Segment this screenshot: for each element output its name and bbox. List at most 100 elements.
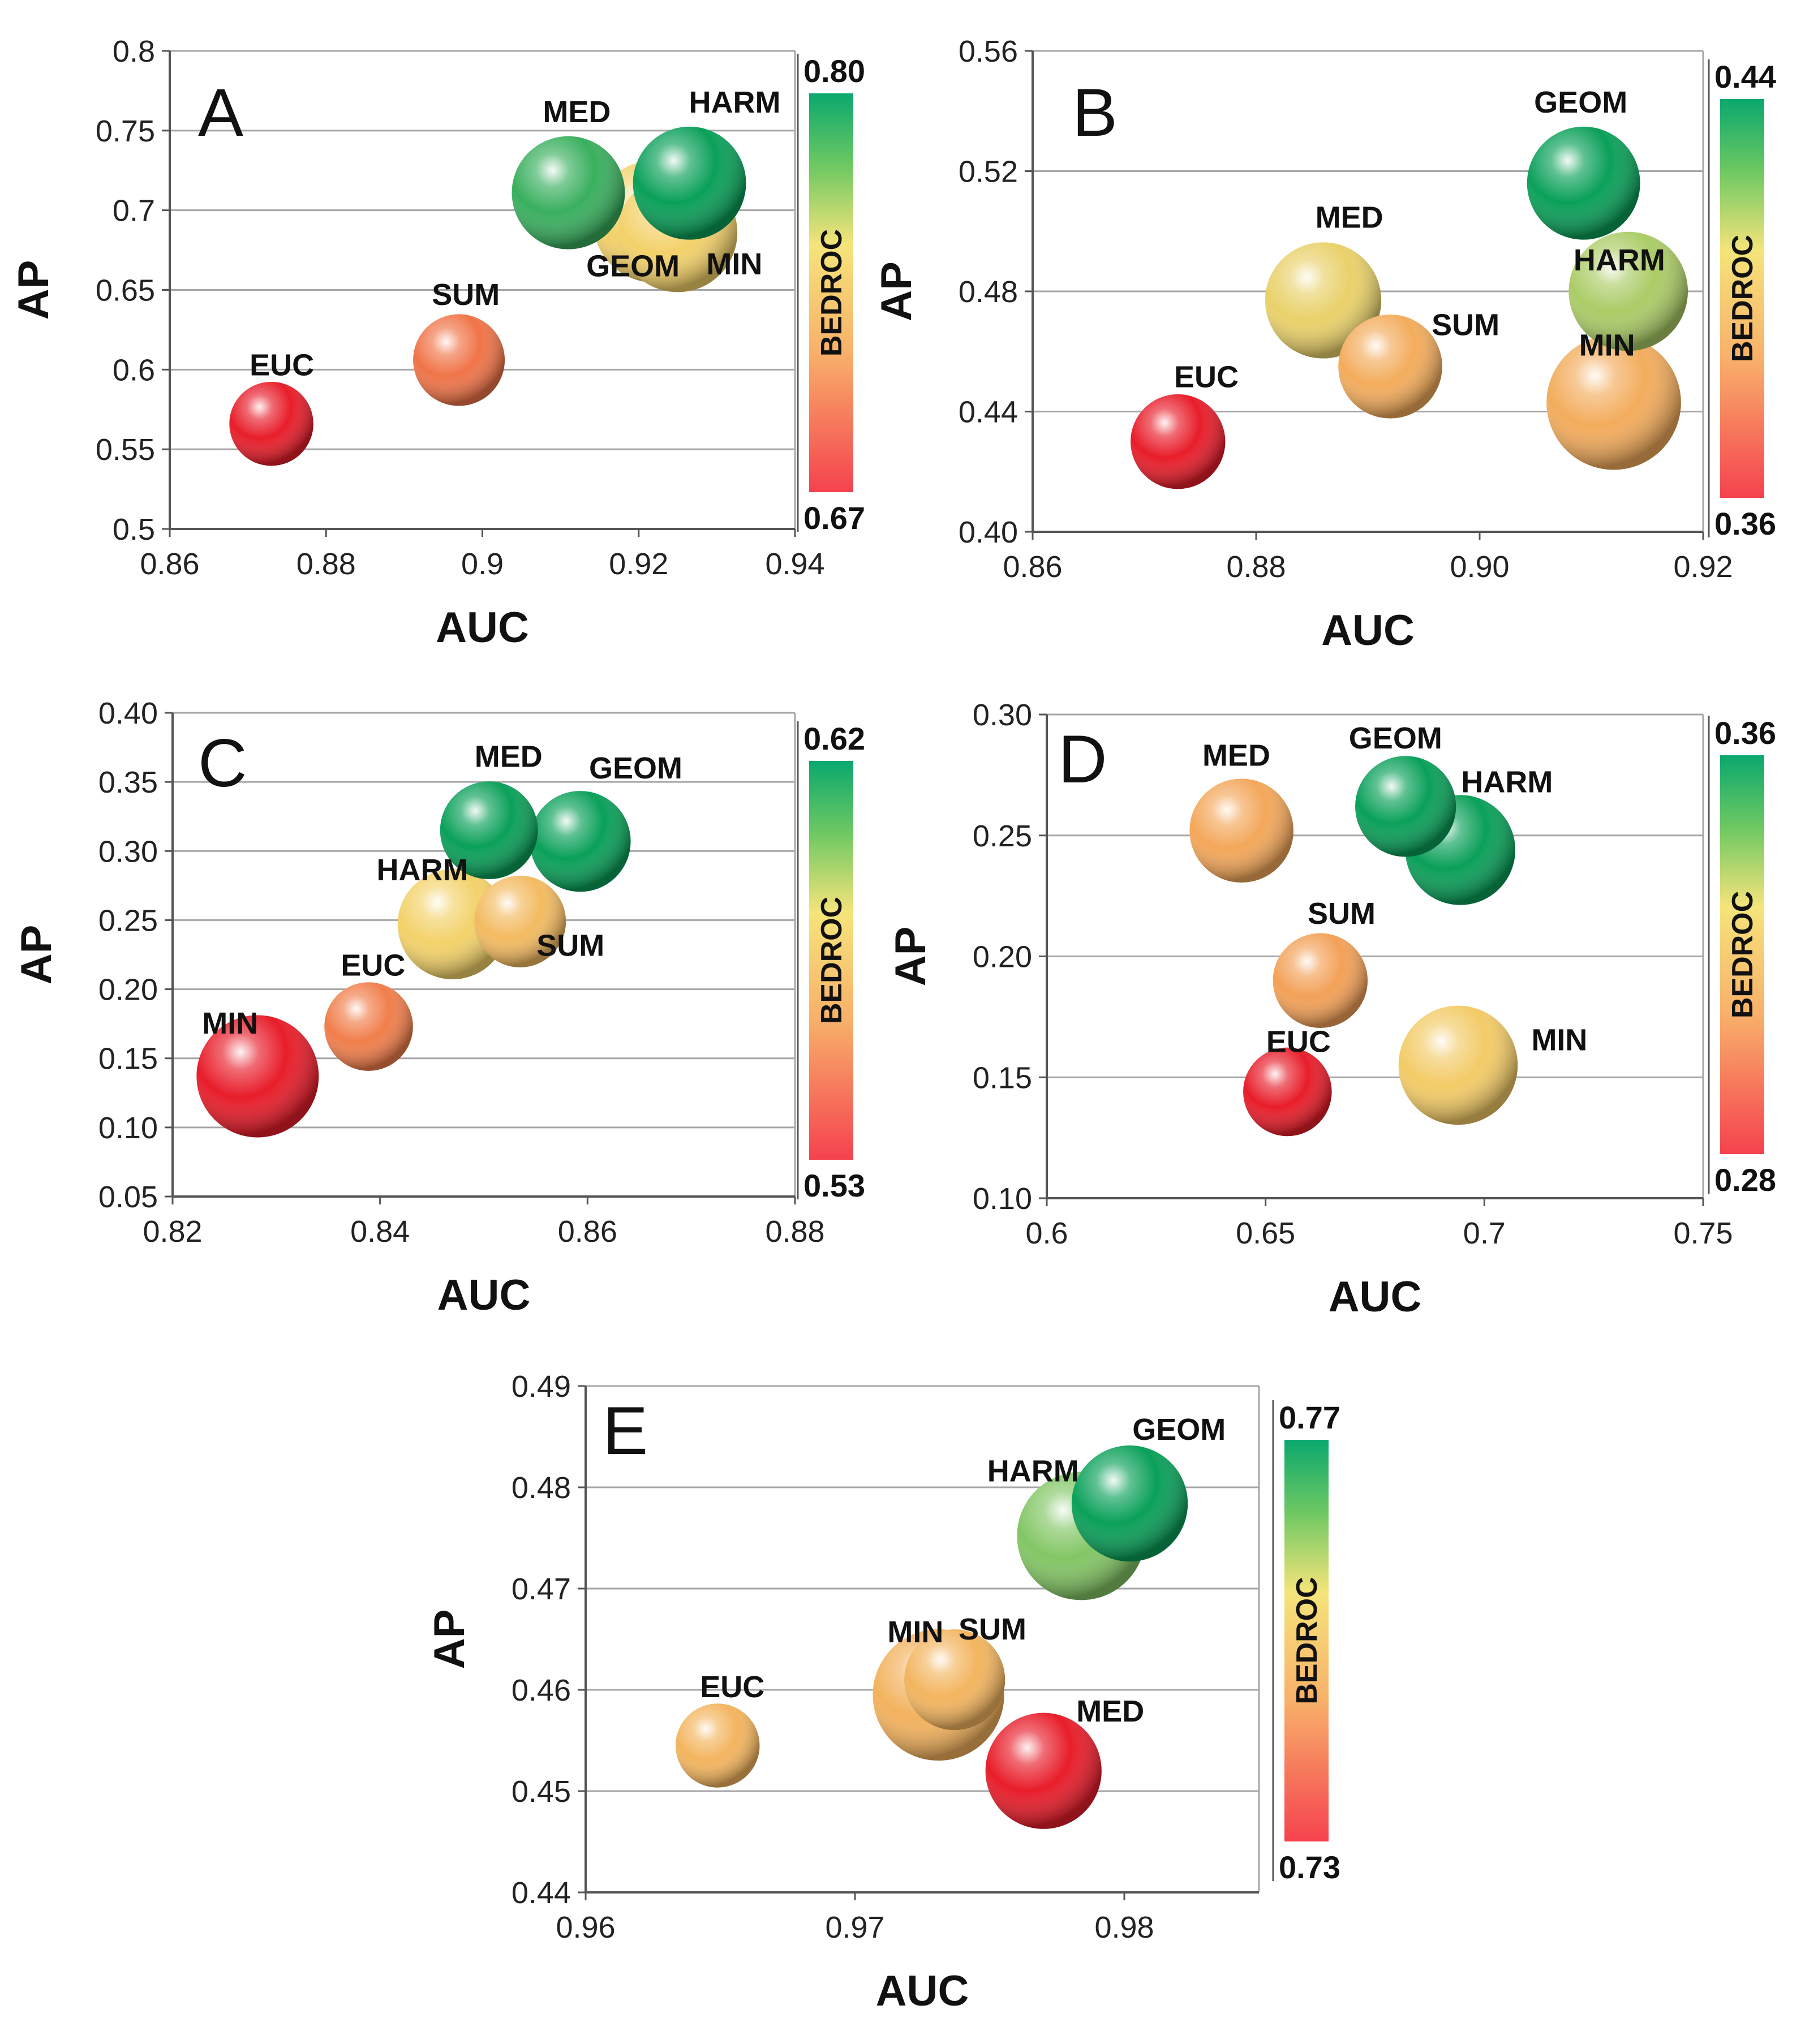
y-tick-label: 0.35: [98, 765, 158, 799]
y-tick-label: 0.10: [98, 1111, 158, 1145]
y-tick-label: 0.15: [973, 1061, 1032, 1095]
colorbar-title: BEDROC: [1726, 891, 1759, 1018]
y-axis-title: AP: [873, 261, 921, 321]
x-tick-label: 0.98: [1094, 1910, 1154, 1944]
bubble-label: GEOM: [586, 249, 680, 283]
x-axis-title: AUC: [437, 1271, 531, 1319]
colorbar-gradient: [1284, 1440, 1329, 1841]
bubble-euc: [675, 1703, 760, 1788]
bubble-highlight: [1189, 778, 1293, 883]
x-tick-label: 0.7: [1463, 1216, 1506, 1250]
bubble-label: EUC: [250, 348, 314, 382]
bubble-highlight: [1243, 1047, 1332, 1137]
bubble-label: MED: [1316, 201, 1383, 235]
y-tick-label: 0.25: [98, 903, 158, 937]
bubble-harm: [397, 869, 508, 979]
bubble-label: SUM: [432, 278, 500, 312]
bubble-label: GEOM: [1534, 85, 1627, 119]
bubble-med: [1189, 778, 1293, 883]
x-tick-label: 0.88: [296, 547, 356, 581]
x-tick-label: 0.88: [765, 1215, 824, 1249]
x-tick-label: 0.84: [350, 1215, 410, 1249]
panel-letter: A: [198, 75, 243, 150]
bubble-label: EUC: [1266, 1025, 1331, 1058]
colorbar: 0.36 0.28 BEDROC: [1708, 715, 1776, 1198]
bubble-label: SUM: [1432, 308, 1499, 342]
y-tick-label: 0.20: [973, 940, 1032, 974]
bubble-highlight: [633, 126, 746, 240]
bubble-label: MIN: [1579, 328, 1635, 362]
bubble-label: GEOM: [589, 751, 682, 785]
y-tick-label: 0.8: [113, 35, 155, 68]
bubble-med: [440, 781, 538, 880]
y-tick-label: 0.47: [512, 1572, 571, 1606]
bubble-highlight: [512, 136, 625, 249]
panel-letter: E: [603, 1393, 648, 1469]
bubble-highlight: [1355, 756, 1456, 857]
y-tick-label: 0.48: [959, 275, 1018, 309]
y-axis-title: AP: [10, 260, 58, 320]
bubble-highlight: [1398, 1005, 1518, 1125]
colorbar-max-label: 0.36: [1714, 715, 1776, 751]
colorbar-gradient: [809, 93, 853, 492]
y-tick-label: 0.5: [113, 513, 155, 546]
colorbar-max-label: 0.77: [1279, 1400, 1340, 1435]
bubble-label: SUM: [959, 1612, 1026, 1646]
bubble-highlight: [675, 1703, 760, 1788]
bubble-highlight: [196, 1015, 319, 1138]
bubble-highlight: [985, 1712, 1102, 1829]
colorbar: 0.80 0.67 BEDROC: [797, 53, 865, 536]
bubble-label: HARM: [1461, 765, 1553, 799]
bubble-label: EUC: [700, 1670, 764, 1704]
bubble-euc: [1243, 1047, 1332, 1137]
y-tick-label: 0.44: [959, 395, 1018, 429]
y-axis-title: AP: [426, 1610, 474, 1669]
colorbar: 0.62 0.53 BEDROC: [797, 721, 865, 1203]
bubble-sum: [1338, 315, 1442, 419]
bubble-med: [985, 1712, 1102, 1829]
y-tick-label: 0.45: [512, 1775, 571, 1809]
panel-letter: C: [198, 725, 247, 801]
bubble-label: HARM: [987, 1455, 1079, 1488]
y-tick-label: 0.48: [512, 1471, 571, 1505]
bubble-min: [1546, 335, 1681, 470]
x-tick-label: 0.86: [1003, 550, 1062, 584]
bubble-label: HARM: [377, 853, 469, 887]
bubble-highlight: [1273, 933, 1368, 1028]
bubble-highlight: [324, 982, 413, 1071]
bubble-highlight: [1265, 242, 1382, 359]
y-tick-label: 0.05: [98, 1180, 158, 1214]
x-tick-label: 0.97: [825, 1910, 884, 1944]
x-tick-label: 0.82: [143, 1215, 202, 1249]
bubble-euc: [324, 982, 413, 1071]
panel-letter: B: [1072, 75, 1118, 150]
y-tick-label: 0.46: [512, 1673, 571, 1707]
bubble-geom: [1071, 1445, 1188, 1562]
x-axis-title: AUC: [876, 1967, 969, 2015]
bubble-highlight: [1071, 1445, 1188, 1562]
y-tick-label: 0.55: [96, 433, 155, 467]
bubble-label: MIN: [887, 1615, 943, 1649]
colorbar-min-label: 0.53: [803, 1168, 865, 1203]
y-tick-label: 0.65: [96, 274, 155, 308]
bubble-label: MIN: [202, 1006, 258, 1040]
y-tick-label: 0.30: [98, 834, 158, 868]
bubble-geom: [1355, 756, 1456, 857]
colorbar-title: BEDROC: [1726, 235, 1759, 362]
y-tick-label: 0.75: [96, 114, 155, 148]
bubble-label: SUM: [536, 929, 604, 963]
bubble-highlight: [1527, 126, 1640, 240]
bubble-label: GEOM: [1349, 721, 1442, 755]
bubble-label: SUM: [1308, 897, 1376, 931]
x-tick-label: 0.75: [1673, 1216, 1733, 1250]
y-tick-label: 0.30: [973, 698, 1032, 732]
panel-b: 0.40 0.44 0.48 0.52 0.56 0.86 0.88 0.90 0.92 AUC A…: [873, 35, 1776, 655]
y-axis-title: AP: [887, 927, 935, 987]
x-tick-label: 0.86: [140, 547, 199, 581]
bubble-geom: [530, 791, 631, 892]
bubble-highlight: [1131, 394, 1226, 489]
y-tick-label: 0.15: [98, 1042, 158, 1076]
y-tick-label: 0.44: [512, 1876, 571, 1910]
bubble-euc: [229, 381, 313, 466]
